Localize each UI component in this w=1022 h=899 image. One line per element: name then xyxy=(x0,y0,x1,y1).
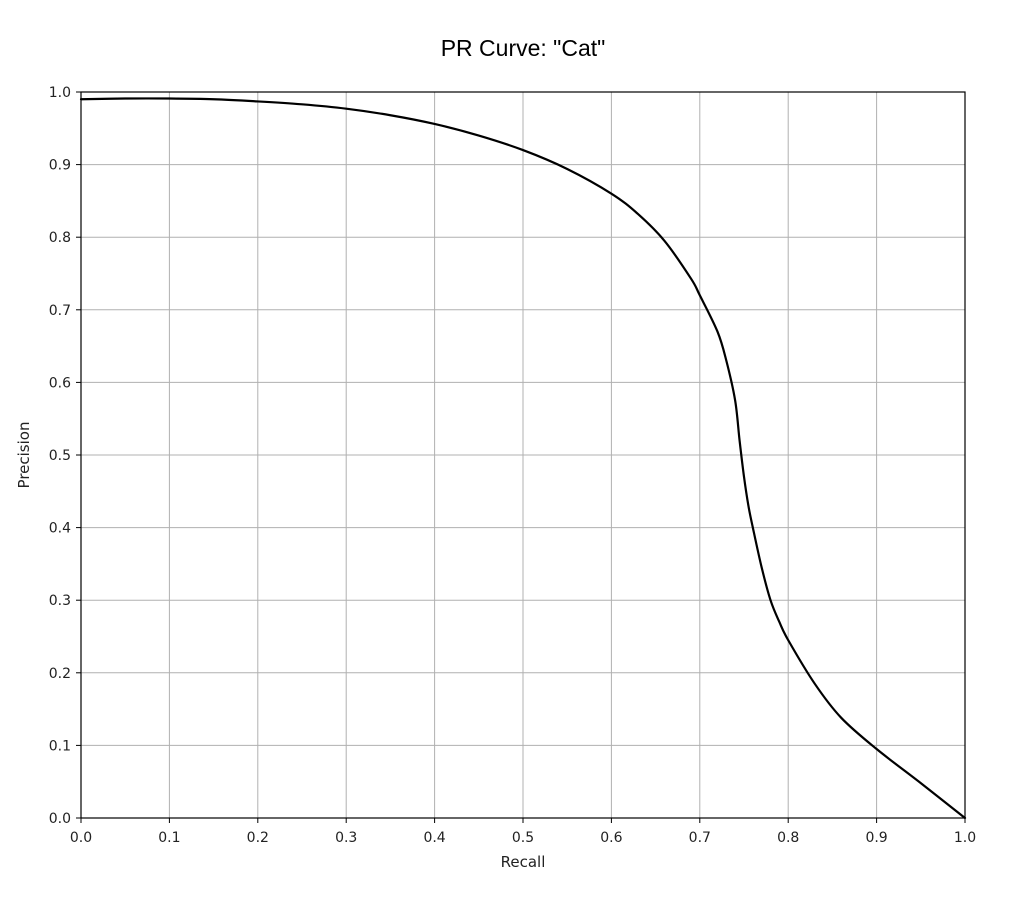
x-tick-label: 0.7 xyxy=(689,830,711,846)
x-tick-label: 0.1 xyxy=(158,830,180,846)
x-tick-label: 0.8 xyxy=(777,830,799,846)
y-tick-label: 0.8 xyxy=(49,230,71,246)
y-tick-label: 0.7 xyxy=(49,303,71,319)
pr-curve-line xyxy=(79,97,967,820)
x-tick-label: 0.6 xyxy=(600,830,622,846)
y-tick-label: 0.9 xyxy=(49,158,71,174)
x-tick-label: 1.0 xyxy=(954,830,976,846)
y-tick-label: 0.6 xyxy=(49,375,71,391)
y-tick-label: 0.2 xyxy=(49,666,71,682)
y-tick-label: 0.0 xyxy=(49,811,71,827)
x-axis-label: Recall xyxy=(501,853,546,871)
x-tick-label: 0.3 xyxy=(335,830,357,846)
x-tick-label: 0.5 xyxy=(512,830,534,846)
x-tick-label: 0.2 xyxy=(247,830,269,846)
curve-layer xyxy=(79,97,967,820)
y-tick-label: 1.0 xyxy=(49,85,71,101)
x-tick-label: 0.4 xyxy=(423,830,445,846)
chart-title: PR Curve: "Cat" xyxy=(441,35,606,61)
x-tick-label: 0.0 xyxy=(70,830,92,846)
y-tick-label: 0.5 xyxy=(49,448,71,464)
y-tick-label: 0.3 xyxy=(49,593,71,609)
y-tick-label: 0.1 xyxy=(49,738,71,754)
y-axis-label: Precision xyxy=(15,422,33,489)
x-tick-label: 0.9 xyxy=(865,830,887,846)
tick-layer: 0.0 0.1 0.2 0.3 0.4 0.5 0.6 0.7 0.8 0.9 1.0 0.0 0.1 0… xyxy=(49,85,976,846)
y-tick-label: 0.4 xyxy=(49,521,71,537)
